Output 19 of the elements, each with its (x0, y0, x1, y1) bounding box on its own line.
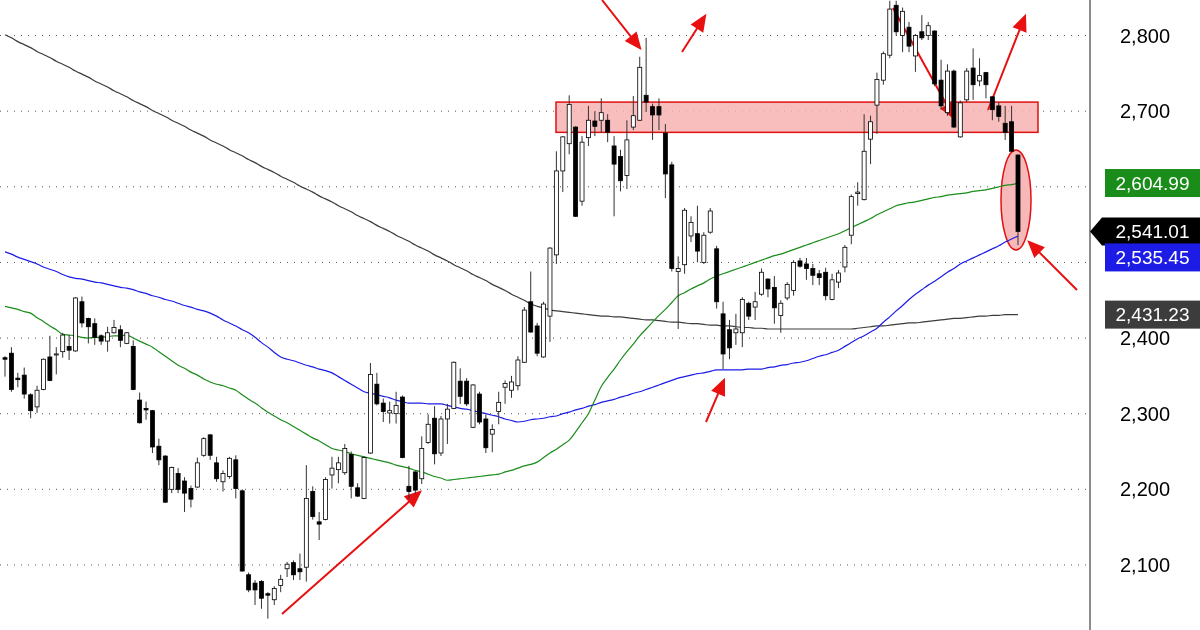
y-tick-label: 2,400 (1119, 327, 1171, 350)
y-tick-label: 2,200 (1119, 478, 1171, 501)
text: 2,535.45 (1115, 247, 1190, 269)
candlestick (201, 436, 207, 458)
candlestick (53, 346, 59, 375)
candlestick (207, 433, 213, 461)
text: 2,431.23 (1115, 304, 1190, 326)
y-tick-label: 2,800 (1119, 24, 1171, 47)
candlestick (316, 511, 322, 541)
text: 2,541.01 (1115, 221, 1190, 243)
y-tick-label: 2,700 (1119, 100, 1171, 123)
line-series (4, 235, 1019, 423)
y-tick-label: 2,300 (1119, 402, 1171, 425)
candlestick (842, 244, 848, 273)
candlestick (868, 115, 873, 165)
text: 2,604.99 (1115, 172, 1190, 194)
candlestick (496, 391, 502, 425)
candlestick (707, 207, 713, 235)
y-tick-label: 2,100 (1119, 553, 1171, 576)
